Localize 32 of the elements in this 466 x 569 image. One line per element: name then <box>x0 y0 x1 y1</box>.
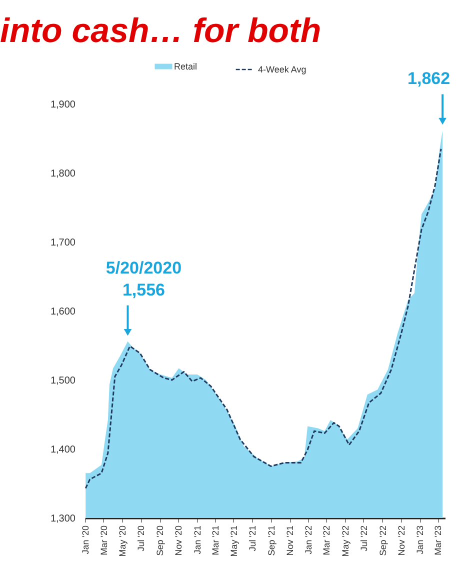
x-tick-label: Nov '20 <box>174 526 184 556</box>
x-tick-label: Nov '22 <box>396 526 407 556</box>
x-tick-label: Mar '23 <box>433 526 444 556</box>
legend-label: Retail <box>174 62 198 72</box>
y-tick-label: 1,700 <box>50 238 76 248</box>
x-tick-label: Sep '21 <box>266 526 276 556</box>
x-tick-label: Mar '22 <box>322 526 332 556</box>
y-tick-label: 1,500 <box>50 376 76 386</box>
x-tick-label: Sep '20 <box>155 526 166 556</box>
chart-title: into cash… for both <box>0 12 322 50</box>
legend-label: 4-Week Avg <box>258 64 306 74</box>
y-tick-label: 1,800 <box>50 168 76 180</box>
y-tick-label: 1,900 <box>50 100 76 110</box>
x-tick-label: Jul '20 <box>136 526 146 552</box>
y-tick-label: 1,300 <box>50 514 76 524</box>
x-tick-label: May '22 <box>340 526 350 557</box>
x-tick-label: Jan '20 <box>80 526 90 554</box>
x-tick-label: Jul '21 <box>248 526 258 552</box>
x-tick-label: Sep '22 <box>378 526 388 556</box>
x-tick-label: Mar '20 <box>98 526 109 556</box>
x-tick-label: Jan '21 <box>192 526 202 554</box>
x-tick-label: May '20 <box>117 526 128 557</box>
x-tick-label: Jul '22 <box>358 526 369 552</box>
x-tick-label: Jan '22 <box>304 526 314 554</box>
x-tick-label: Nov '21 <box>285 526 296 556</box>
x-tick-label: May '21 <box>228 526 239 557</box>
annotation: 5/20/2020 1,556 <box>106 258 182 300</box>
x-tick-label: Jan '23 <box>415 526 426 554</box>
x-tick-label: Mar '21 <box>210 526 220 556</box>
annotation: 1,862 <box>408 69 450 88</box>
y-tick-label: 1,400 <box>50 444 76 456</box>
y-tick-label: 1,600 <box>50 306 76 318</box>
